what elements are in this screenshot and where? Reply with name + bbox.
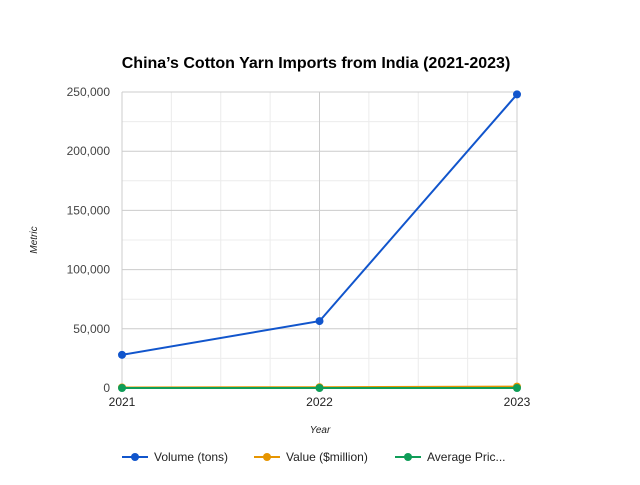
y-tick-label: 0: [103, 381, 110, 395]
legend-item-1[interactable]: Volume (tons): [122, 450, 228, 464]
legend-swatch-marker: [131, 453, 139, 461]
data-point: [513, 90, 521, 98]
legend-label: Average Pric...: [427, 450, 505, 464]
data-point: [316, 317, 324, 325]
data-point: [316, 384, 324, 392]
y-tick-label: 150,000: [67, 203, 111, 217]
legend-swatch-marker: [263, 453, 271, 461]
x-tick-label: 2021: [109, 395, 136, 409]
x-axis-label: Year: [310, 425, 331, 436]
data-point: [513, 384, 521, 392]
x-tick-label: 2022: [306, 395, 333, 409]
y-tick-label: 250,000: [67, 85, 111, 99]
y-tick-label: 200,000: [67, 144, 111, 158]
y-tick-label: 100,000: [67, 263, 111, 277]
legend-item-3[interactable]: Average Pric...: [395, 450, 505, 464]
y-tick-label: 50,000: [73, 322, 110, 336]
y-axis-label: Metric: [29, 226, 40, 253]
legend-item-2[interactable]: Value ($million): [254, 450, 368, 464]
data-point: [118, 384, 126, 392]
data-point: [118, 351, 126, 359]
x-axis-ticks: 2021 2022 2023: [109, 395, 531, 409]
y-axis-ticks: 0 50,000 100,000 150,000 200,000 250,000: [67, 85, 111, 395]
chart-title: China’s Cotton Yarn Imports from India (…: [122, 55, 511, 72]
legend-label: Volume (tons): [154, 450, 228, 464]
legend-label: Value ($million): [286, 450, 368, 464]
legend-swatch-marker: [404, 453, 412, 461]
legend[interactable]: Volume (tons) Value ($million) Average Pri…: [122, 450, 505, 464]
x-tick-label: 2023: [504, 395, 531, 409]
